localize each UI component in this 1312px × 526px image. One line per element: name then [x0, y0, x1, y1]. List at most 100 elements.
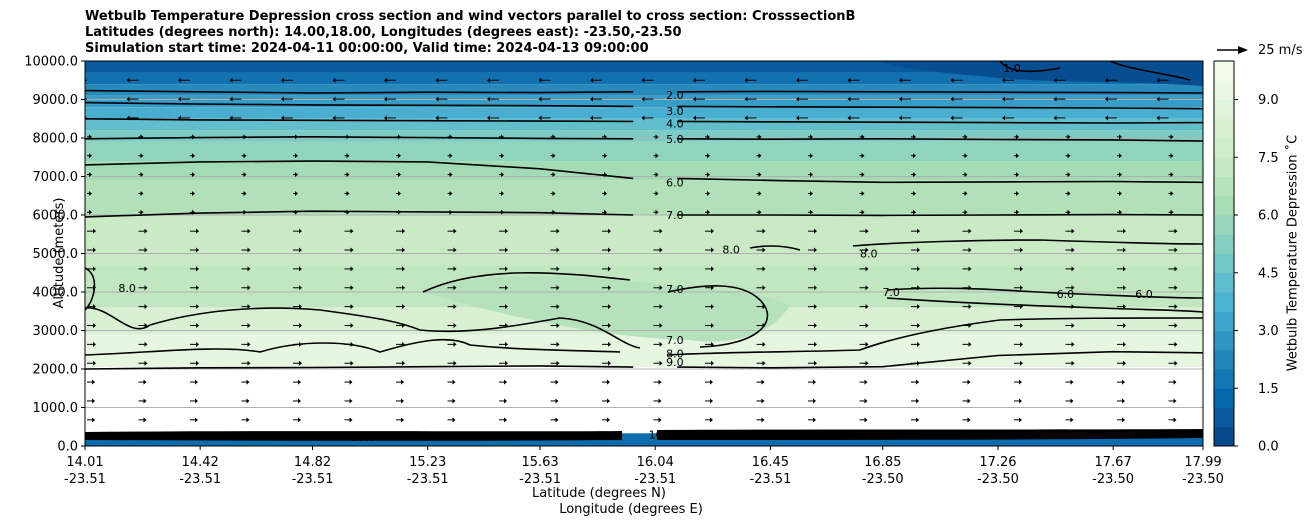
wind-vector-head [758, 209, 762, 215]
wind-vector-head [556, 322, 560, 328]
wind-vector-head [140, 134, 144, 140]
wind-vector-head [711, 247, 714, 253]
wind-vector-head [710, 398, 713, 404]
contour-line [677, 213, 1203, 217]
colorbar-frame [1213, 60, 1235, 447]
wind-vector-head [608, 341, 611, 347]
wind-vector-head [505, 322, 508, 328]
colorbar-segment [1214, 311, 1234, 331]
wind-vector-head [349, 379, 353, 385]
colorbar-label: Wetbulb Temperature Depression ˚C [1285, 134, 1301, 372]
wind-vector-head [964, 209, 968, 215]
wind-vector-head [398, 172, 401, 178]
contour-band [85, 161, 1203, 181]
wind-vector-head [762, 360, 766, 366]
wind-vector-head [332, 115, 336, 121]
contour-label: 7.0 [666, 209, 684, 222]
wind-vector-head [917, 341, 920, 347]
wind-vector-head [1170, 172, 1174, 178]
wind-vector-head [655, 190, 659, 196]
contour-line [677, 90, 1203, 94]
contour-label: 6.0 [1057, 288, 1075, 301]
wind-vector-head [452, 379, 456, 385]
wind-vector-head [707, 190, 710, 196]
wind-vector-head [707, 134, 710, 140]
wind-vector-head [607, 398, 610, 404]
x-tick-label-lon: -23.51 [292, 472, 334, 487]
wind-vector-head [1173, 417, 1177, 423]
wind-vector-head [1105, 96, 1108, 102]
wind-vector-head [350, 322, 354, 328]
wind-vector-head [1123, 266, 1126, 272]
contour-line [852, 239, 1203, 247]
contour-line [85, 160, 634, 180]
wind-vector-head [1002, 77, 1005, 83]
wind-vector-head [93, 285, 96, 291]
wind-vector-head [401, 379, 404, 385]
wind-vector-head [449, 190, 453, 196]
wind-vector-head [196, 341, 199, 347]
quiver-key [1217, 46, 1248, 54]
wind-vector-head [144, 266, 148, 272]
wind-vector-head [1170, 134, 1174, 140]
wind-vector-head [659, 322, 663, 328]
wind-vector-head [556, 304, 560, 310]
wind-vector-head [93, 322, 96, 328]
wind-vector-head [608, 360, 611, 366]
colorbar-tick-label: 9.0 [1258, 93, 1279, 108]
wind-vector-head [295, 172, 298, 178]
wind-vector-head [967, 417, 971, 423]
wind-vector-head [435, 77, 439, 83]
x-tick-label-lon: -23.51 [519, 472, 561, 487]
wind-vector-head [402, 360, 405, 366]
wind-vector-head [192, 134, 195, 140]
wind-vector-head [281, 77, 284, 83]
wind-vector-head [659, 266, 663, 272]
wind-vector-head [1071, 322, 1075, 328]
wind-vector-head [758, 172, 762, 178]
wind-vector-head [384, 115, 387, 121]
wind-vector-head [501, 153, 504, 159]
wind-vector-head [968, 341, 972, 347]
wind-vector-head [864, 398, 868, 404]
wind-vector-head [758, 190, 762, 196]
wind-vector-head [711, 322, 714, 328]
wind-vector-head [195, 379, 198, 385]
wind-vector-head [1016, 209, 1019, 215]
wind-vector-head [402, 266, 405, 272]
wind-vector-head [847, 77, 851, 83]
wind-vector-head [556, 285, 560, 291]
wind-vector-head [604, 134, 607, 140]
wind-vector-head [968, 360, 972, 366]
contour-label: 5.0 [666, 133, 684, 146]
wind-vector-head [1122, 398, 1125, 404]
wind-vector-head [195, 398, 198, 404]
wind-vector-head [1174, 341, 1178, 347]
wind-vector-head [711, 360, 714, 366]
wind-vectors [85, 77, 1178, 423]
wind-vector-head [505, 304, 508, 310]
wind-vector-head [1105, 115, 1108, 121]
wind-vector-head [144, 304, 148, 310]
wind-vector-head [295, 190, 298, 196]
wind-vector-head [711, 304, 714, 310]
wind-vector-head [555, 398, 559, 404]
wind-vector-head [1016, 134, 1019, 140]
wind-vector-head [814, 228, 817, 234]
wind-vector-head [916, 398, 919, 404]
wind-vector-head [1156, 115, 1160, 121]
wind-vector-head [899, 115, 902, 121]
wind-vector-head [505, 228, 508, 234]
contour-band [85, 84, 1203, 96]
wind-vector-head [384, 96, 387, 102]
wind-vector-head [1170, 190, 1174, 196]
contour-label: 2.0 [666, 89, 684, 102]
wind-vector-head [968, 228, 972, 234]
wind-vector-head [950, 77, 954, 83]
contour-line [677, 177, 1203, 184]
wind-vector-head [761, 398, 765, 404]
wind-vector-head [1071, 247, 1075, 253]
wind-vector-head [402, 228, 405, 234]
wind-vector-head [865, 266, 869, 272]
colorbar-segment [1214, 388, 1234, 408]
